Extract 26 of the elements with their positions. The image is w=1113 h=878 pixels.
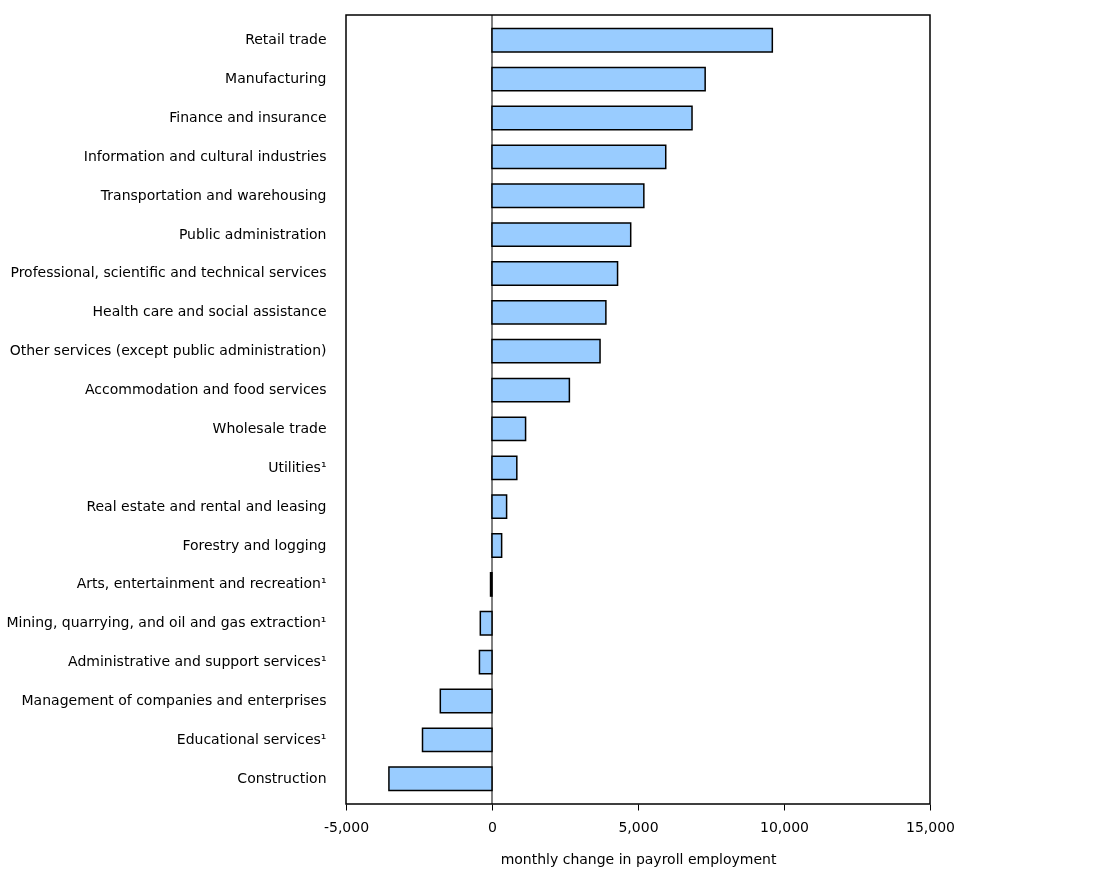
y-tick-label: Other services (except public administration) bbox=[9, 342, 327, 359]
x-tick-label: -5,000 bbox=[323, 818, 370, 835]
y-tick-label: Wholesale trade bbox=[212, 419, 327, 436]
y-tick-label: Construction bbox=[237, 769, 327, 786]
x-tick-label: 0 bbox=[488, 818, 497, 835]
y-tick-label: Information and cultural industries bbox=[83, 147, 327, 164]
y-tick-label: Utilities¹ bbox=[268, 458, 327, 475]
y-tick-label: Management of companies and enterprises bbox=[21, 692, 327, 708]
x-tick-label: 15,000 bbox=[906, 818, 955, 835]
x-tick-label: 10,000 bbox=[760, 818, 809, 835]
y-tick-label: Manufacturing bbox=[225, 70, 327, 87]
y-tick-label: Forestry and logging bbox=[182, 536, 327, 553]
y-tick-label: Mining, quarrying, and oil and gas extraction¹ bbox=[6, 614, 327, 631]
y-tick-label: Professional, scientific and technical services bbox=[10, 264, 327, 281]
y-tick-label: Real estate and rental and leasing bbox=[86, 497, 327, 514]
y-tick-label: Health care and social assistance bbox=[92, 303, 327, 320]
x-tick-label: 5,000 bbox=[618, 818, 659, 835]
x-axis-title: monthly change in payroll employment bbox=[500, 850, 777, 867]
y-tick-label: Finance and insurance bbox=[169, 109, 327, 125]
y-tick-label: Accommodation and food services bbox=[85, 381, 327, 398]
y-tick-label: Transportation and warehousing bbox=[99, 186, 327, 203]
y-tick-label: Arts, entertainment and recreation¹ bbox=[76, 575, 327, 592]
y-tick-label: Retail trade bbox=[245, 31, 327, 48]
y-tick-label: Educational services¹ bbox=[176, 730, 327, 747]
y-tick-label: Public administration bbox=[178, 225, 327, 242]
y-tick-label: Administrative and support services¹ bbox=[68, 653, 327, 670]
